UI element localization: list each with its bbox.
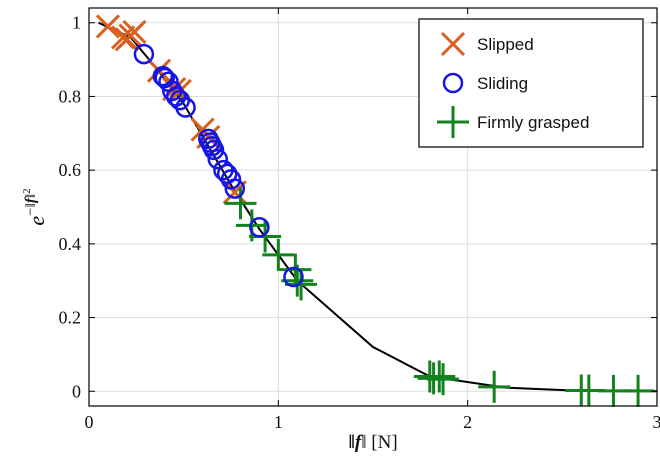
axis-ticks (88, 8, 658, 406)
y-axis-label: e−‖f‖2 (21, 188, 49, 225)
y-tick-label: 1 (72, 13, 81, 33)
x-axis-label: ‖f‖ [N] (348, 432, 397, 453)
point-firmly-grasped (622, 374, 655, 407)
point-sliding (203, 139, 225, 161)
y-tick-label: 0.6 (59, 160, 82, 180)
legend-label: Sliding (477, 74, 528, 93)
marker-ring (175, 97, 196, 118)
marker-stroke (122, 19, 147, 45)
point-firmly-grasped (423, 360, 456, 393)
point-slipped (95, 14, 120, 39)
marker-ring (224, 178, 246, 199)
point-firmly-grasped (224, 187, 257, 220)
x-tick-label: 3 (653, 412, 660, 432)
marker-stroke (95, 14, 120, 39)
data-marks (95, 14, 655, 407)
point-firmly-grasped (427, 363, 460, 396)
marker-ring (442, 72, 464, 94)
legend-label: Slipped (477, 35, 534, 54)
marker-ring (203, 139, 225, 161)
marker-ring (133, 43, 155, 65)
point-sliding (207, 148, 228, 170)
legend-marker-slipped (440, 31, 466, 57)
point-firmly-grasped (262, 238, 295, 271)
y-tick-label: 0 (72, 381, 81, 401)
legend-label: Firmly grasped (477, 113, 589, 132)
point-sliding (152, 65, 174, 87)
y-tick-label: 0.4 (59, 234, 82, 254)
point-slipped (122, 19, 147, 45)
x-tick-label: 0 (85, 412, 94, 432)
point-sliding (249, 217, 270, 238)
point-sliding (283, 266, 304, 288)
marker-stroke (440, 31, 466, 57)
point-sliding (133, 43, 155, 65)
marker-ring (152, 65, 174, 87)
marker-ring (249, 217, 270, 238)
point-sliding (224, 178, 246, 199)
point-firmly-grasped (249, 220, 282, 253)
legend: Slipped Sliding Firmly grasped (418, 18, 644, 148)
point-sliding (220, 169, 242, 190)
y-tick-label: 0.2 (59, 308, 82, 328)
point-firmly-grasped (478, 370, 511, 403)
tick-labels: 0 1 2 3 0 0.2 0.4 0.6 0.8 1 (59, 13, 660, 432)
legend-marker-sliding (442, 72, 464, 94)
plot-frame (88, 7, 658, 407)
legend-marker-firmly-grasped (437, 106, 469, 138)
marker-ring (220, 169, 242, 190)
marker-ring (283, 266, 304, 288)
marker-ring (207, 148, 228, 170)
x-tick-label: 1 (274, 412, 283, 432)
y-tick-label: 0.8 (59, 86, 82, 106)
point-sliding (175, 97, 196, 118)
x-tick-label: 2 (463, 412, 472, 432)
